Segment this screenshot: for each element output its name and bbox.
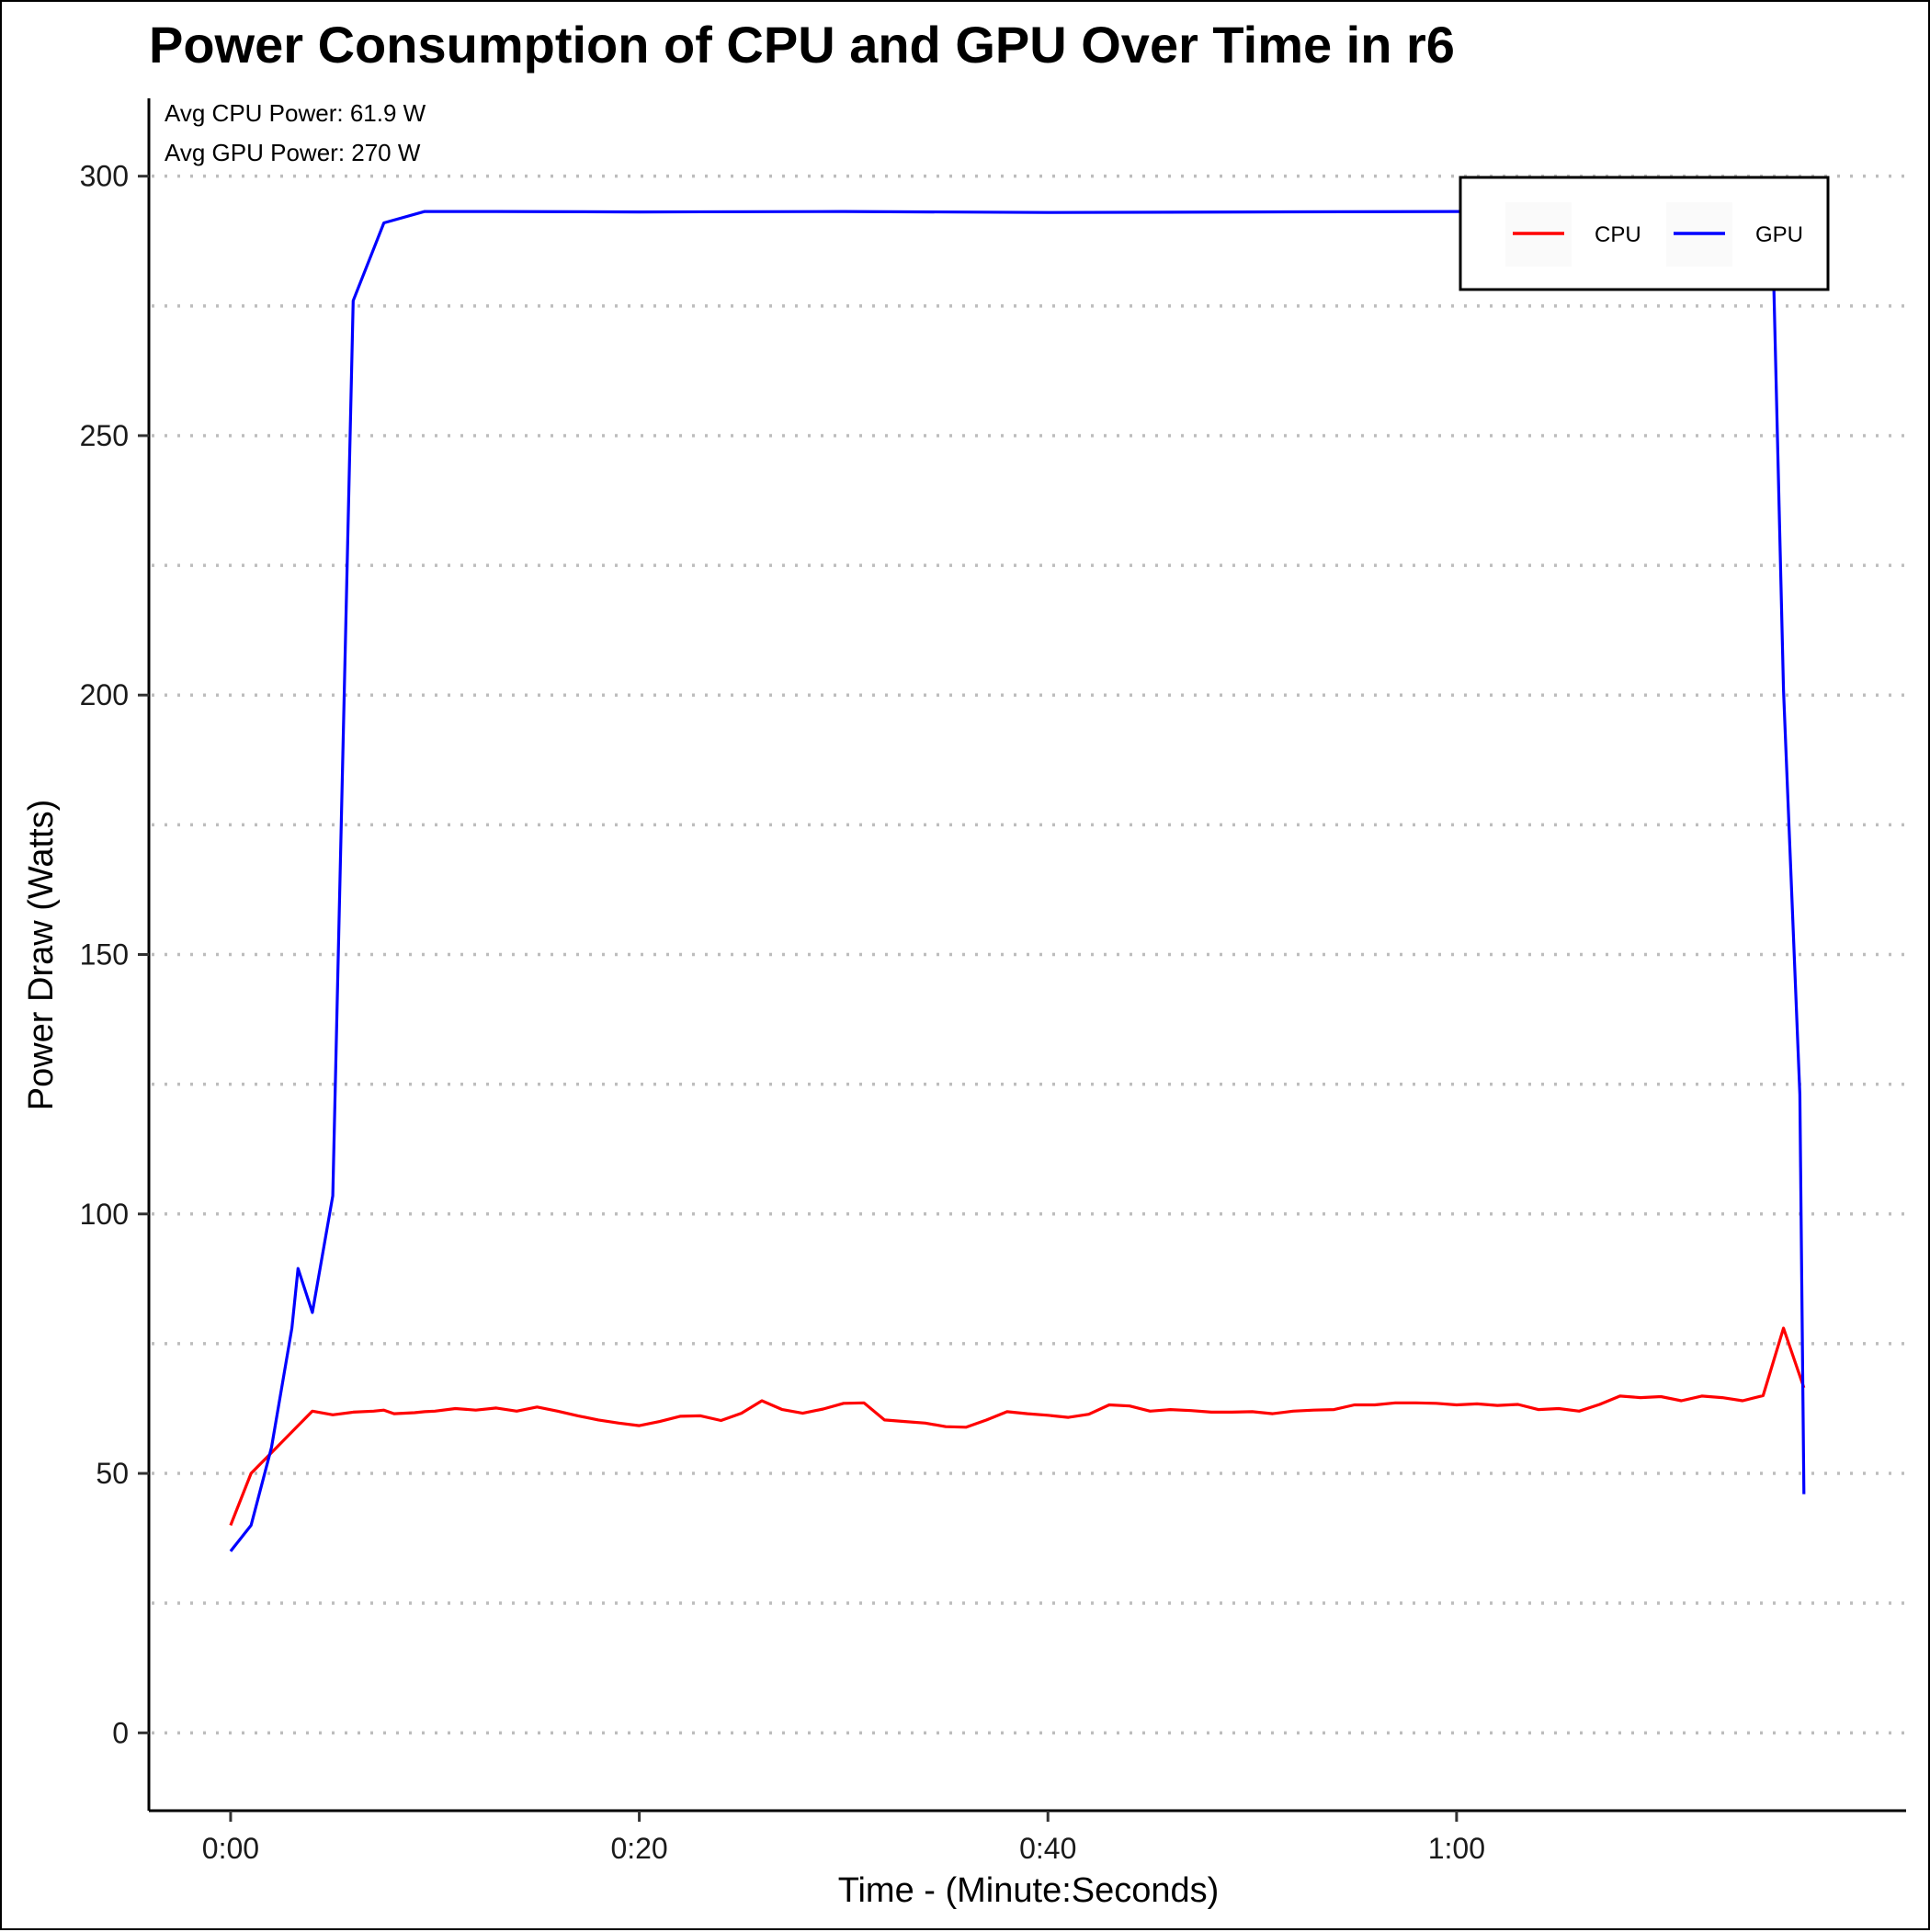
annotation-avg-gpu: Avg GPU Power: 270 W — [165, 139, 421, 166]
y-axis-title: Power Draw (Watts) — [22, 800, 61, 1111]
grid-lines — [152, 174, 1906, 1735]
legend-label-cpu: CPU — [1595, 222, 1641, 247]
series-lines — [229, 210, 1806, 1552]
legend: CPU GPU — [1459, 176, 1830, 291]
x-axis-ticks: 0:00 0:20 0:40 1:00 — [202, 1811, 1485, 1865]
x-tick-label: 0:40 — [1019, 1832, 1076, 1865]
chart-title: Power Consumption of CPU and GPU Over Ti… — [149, 16, 1455, 74]
legend-label-gpu: GPU — [1755, 222, 1803, 247]
x-tick-label: 0:00 — [202, 1832, 259, 1865]
y-tick-label: 100 — [80, 1198, 129, 1231]
x-tick-label: 1:00 — [1428, 1832, 1485, 1865]
series-line-gpu — [229, 210, 1806, 1552]
y-tick-label: 150 — [80, 938, 129, 972]
x-tick-label: 0:20 — [610, 1832, 667, 1865]
annotation-avg-cpu: Avg CPU Power: 61.9 W — [165, 99, 426, 127]
y-tick-label: 50 — [96, 1457, 129, 1490]
x-axis-title: Time - (Minute:Seconds) — [838, 1871, 1220, 1910]
y-tick-label: 200 — [80, 678, 129, 711]
series-line-cpu — [229, 1326, 1806, 1527]
y-tick-label: 0 — [112, 1716, 129, 1749]
y-axis-ticks: 0 50 100 150 200 250 300 — [80, 160, 149, 1749]
y-tick-label: 250 — [80, 419, 129, 452]
y-tick-label: 300 — [80, 160, 129, 193]
